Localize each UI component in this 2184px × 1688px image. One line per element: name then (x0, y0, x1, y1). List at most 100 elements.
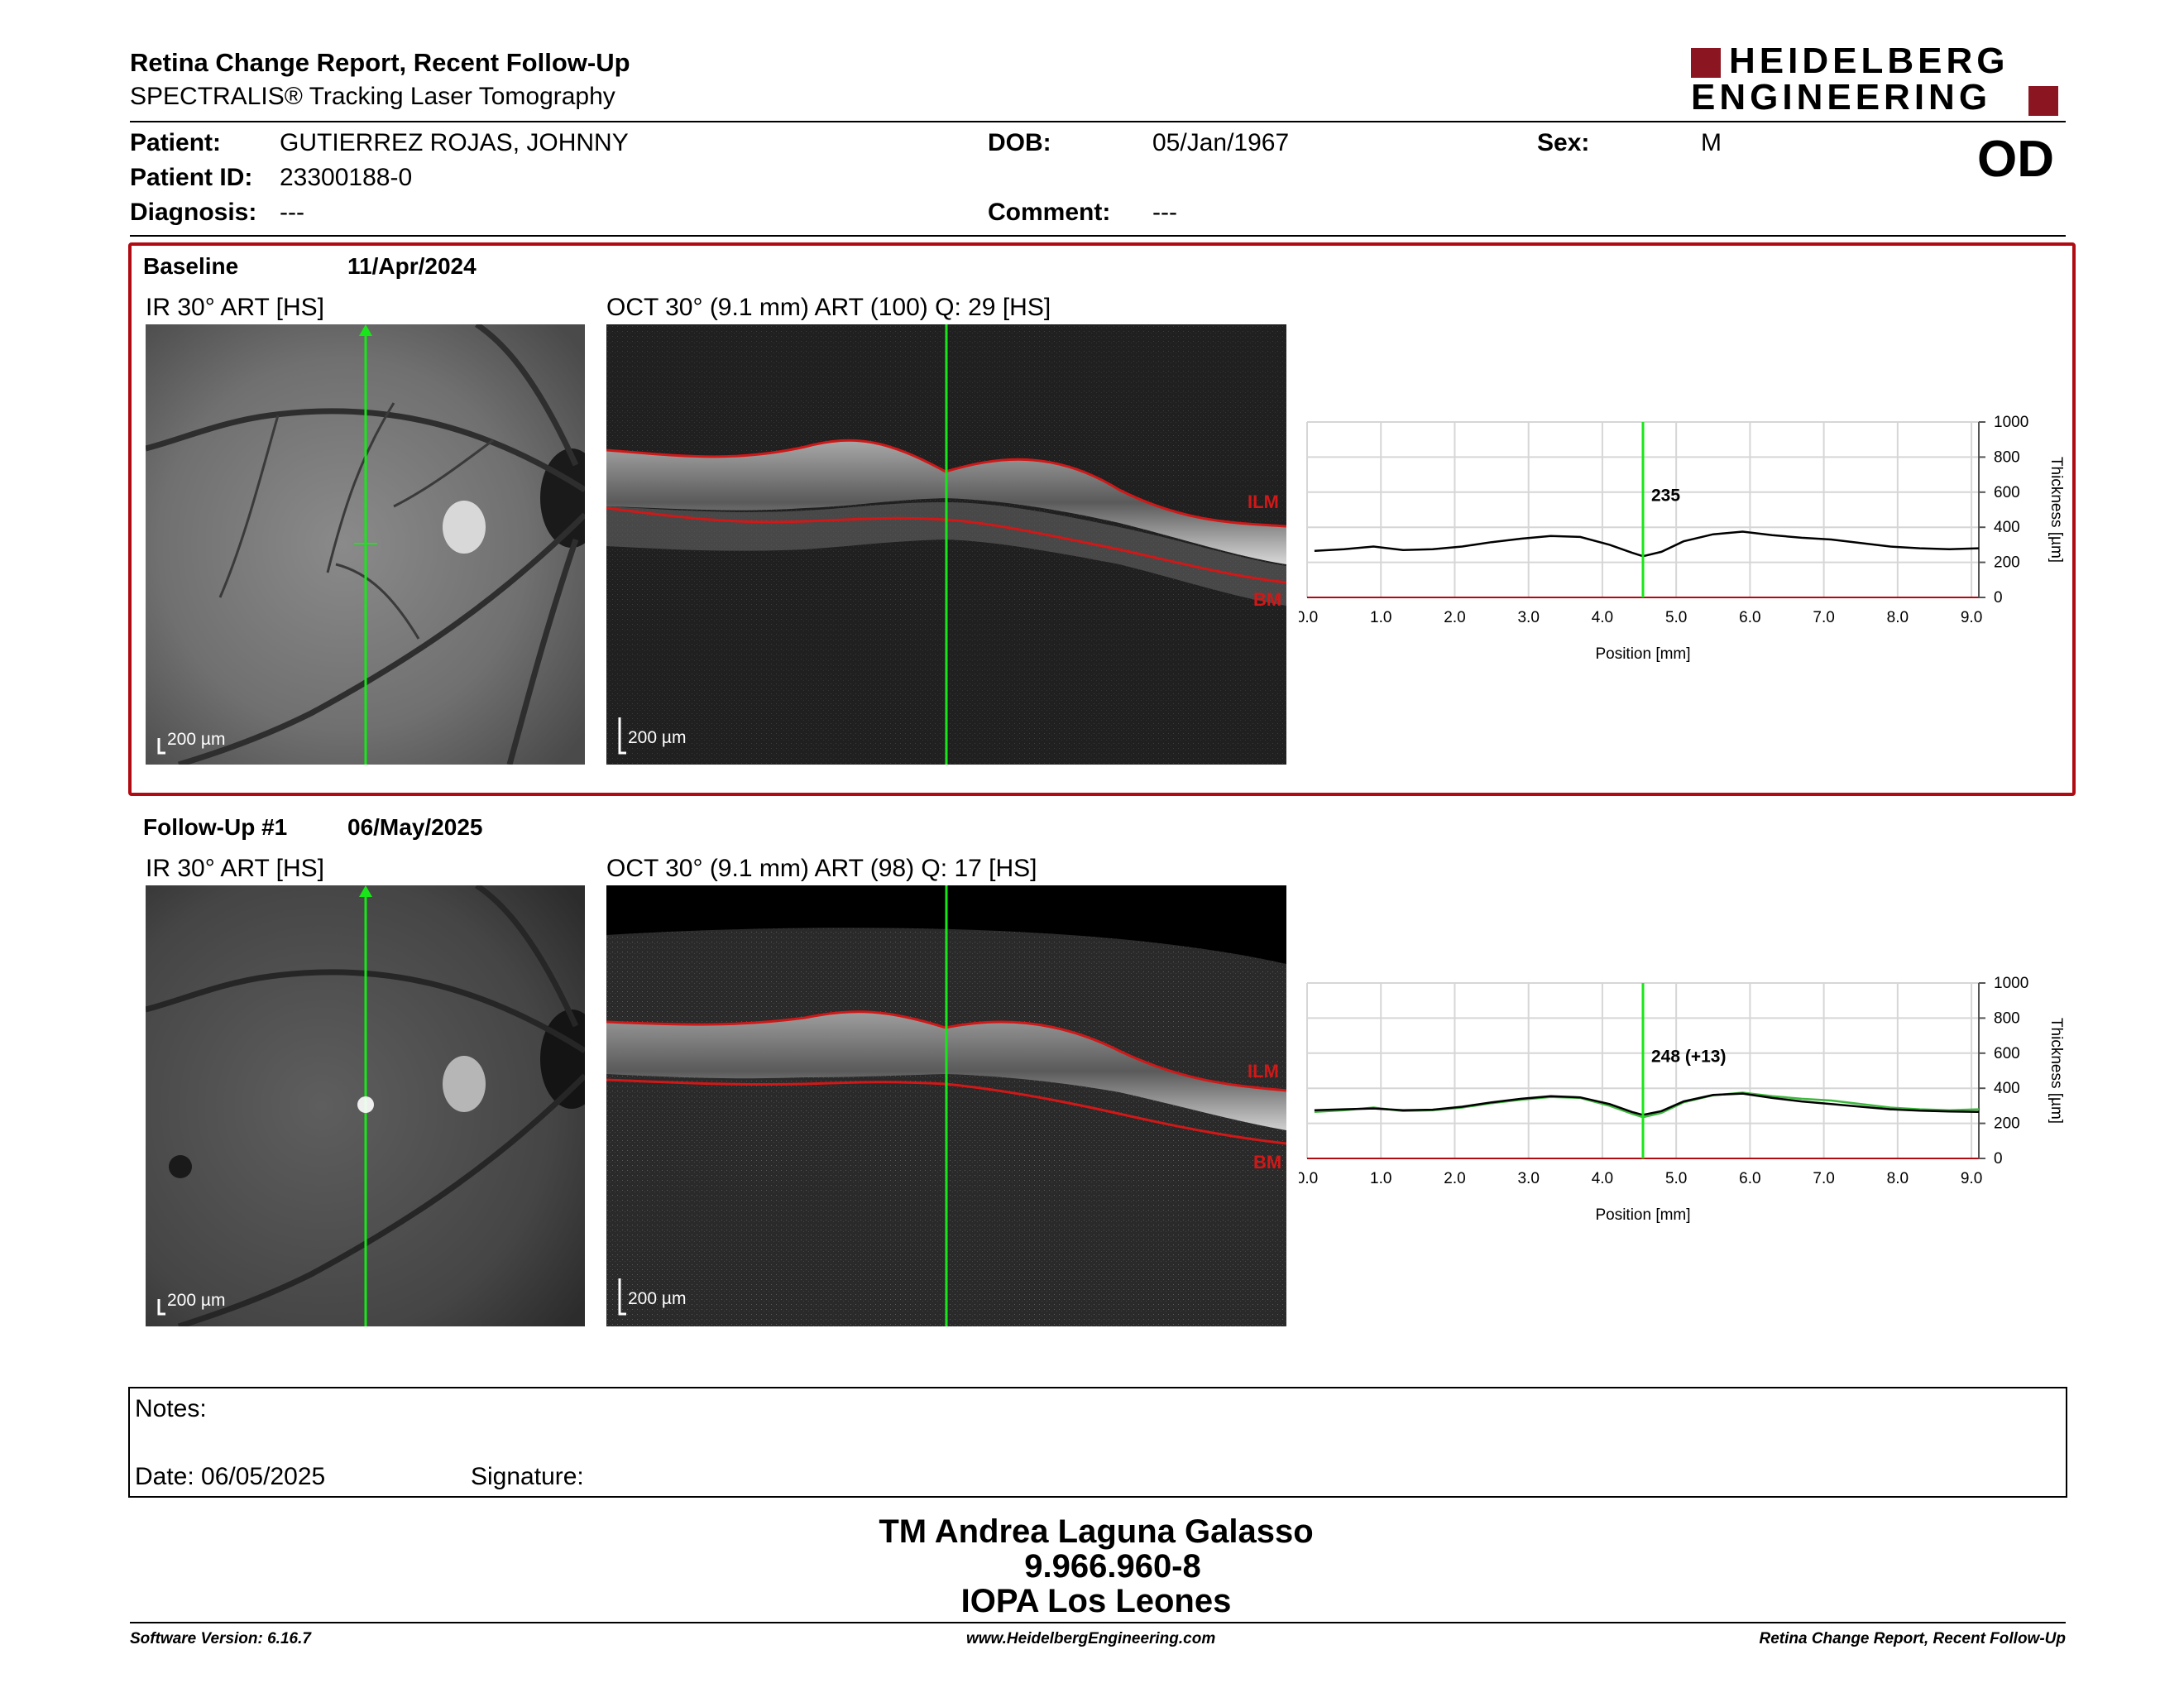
notes-label: Notes: (135, 1395, 207, 1422)
vessels (146, 885, 585, 1326)
comment-label: Comment: (988, 199, 1111, 226)
y-tick-label: 800 (1994, 1009, 2020, 1027)
baseline-ir-title: IR 30° ART [HS] (146, 294, 324, 321)
y-tick-label: 400 (1994, 1080, 2020, 1097)
scan-arrow-icon (359, 324, 372, 336)
x-tick-label: 9.0 (1961, 609, 1982, 626)
x-tick-label: 1.0 (1370, 1170, 1391, 1187)
oct-scale-bar-icon (618, 717, 626, 755)
scale-bar-icon (157, 738, 165, 755)
report-title: Retina Change Report, Recent Follow-Up (130, 48, 630, 77)
followup-ir-title: IR 30° ART [HS] (146, 855, 324, 882)
x-tick-label: 0.0 (1299, 1170, 1318, 1187)
followup-label: Follow-Up #1 (143, 814, 288, 840)
x-tick-label: 8.0 (1887, 1170, 1909, 1187)
followup-oct-image[interactable]: ILM BM 200 µm (606, 885, 1286, 1326)
y-tick-label: 800 (1994, 448, 2020, 466)
x-tick-label: 3.0 (1517, 609, 1539, 626)
followup-thickness-chart: 0.0 1.0 2.0 3.0 4.0 5.0 6.0 7.0 8.0 9.0 0 200 400 600… (1299, 975, 2065, 1224)
x-axis-title: Position [mm] (1595, 1206, 1690, 1224)
diagnosis-value: --- (280, 199, 304, 226)
sex-label: Sex: (1537, 129, 1590, 156)
baseline-ir-image[interactable]: 200 µm (146, 324, 585, 765)
x-tick-label: 5.0 (1665, 1170, 1687, 1187)
retina-layers (606, 440, 1286, 564)
y-tick-label: 200 (1994, 1115, 2020, 1133)
bright-lesion (443, 1056, 486, 1112)
y-tick-label: 1000 (1994, 414, 2028, 431)
oct-scale-bar-icon (618, 1278, 626, 1316)
diagnosis-label: Diagnosis: (130, 199, 257, 226)
software-version: Software Version: 6.16.7 (130, 1630, 311, 1647)
y-tick-label: 200 (1994, 554, 2020, 572)
sex-value: M (1701, 129, 1722, 156)
dob-label: DOB: (988, 129, 1051, 156)
signature-label: Signature: (471, 1463, 584, 1490)
patient-id-label: Patient ID: (130, 164, 253, 191)
thickness-series-line (1314, 530, 1980, 558)
baseline-oct-svg (606, 324, 1286, 765)
signatory-id: 9.966.960-8 (1024, 1548, 1201, 1585)
followup-oct-scale: 200 µm (628, 1289, 687, 1308)
notes-box[interactable] (128, 1387, 2067, 1498)
x-tick-label: 7.0 (1813, 1170, 1834, 1187)
baseline-label: Baseline (143, 253, 239, 279)
vessels (146, 324, 585, 765)
logo-square-bottom (2028, 86, 2058, 116)
bm-label: BM (1253, 589, 1282, 610)
heidelberg-logo: HEIDELBERG ENGINEERING (1691, 41, 2080, 117)
eye-indicator: OD (1977, 131, 2054, 188)
baseline-oct-scale: 200 µm (628, 728, 687, 747)
signatory-institution: IOPA Los Leones (960, 1583, 1232, 1619)
comment-value: --- (1152, 199, 1177, 226)
bright-lesion (443, 501, 486, 554)
dark-spot (169, 1155, 192, 1178)
footer-divider (130, 1622, 2066, 1623)
x-axis-title: Position [mm] (1595, 645, 1690, 663)
x-tick-label: 8.0 (1887, 609, 1909, 626)
x-tick-label: 0.0 (1299, 609, 1318, 626)
y-axis-title: Thickness [µm] (2048, 1018, 2065, 1124)
ilm-label: ILM (1248, 1061, 1279, 1081)
y-tick-label: 600 (1994, 484, 2020, 501)
followup-ir-image[interactable]: 200 µm (146, 885, 585, 1326)
logo-square-top (1691, 48, 1721, 78)
patient-divider (130, 235, 2066, 237)
x-tick-label: 9.0 (1961, 1170, 1982, 1187)
y-tick-label: 400 (1994, 519, 2020, 536)
x-tick-label: 3.0 (1517, 1170, 1539, 1187)
x-tick-label: 5.0 (1665, 609, 1687, 626)
patient-label: Patient: (130, 129, 222, 156)
thickness-readout: 235 (1651, 486, 1680, 505)
thickness-readout: 248 (+13) (1651, 1047, 1726, 1066)
baseline-thickness-chart: 0.0 1.0 2.0 3.0 4.0 5.0 6.0 7.0 8.0 9.0 0 200 400 600… (1299, 414, 2065, 663)
header-divider (130, 121, 2066, 122)
y-tick-label: 0 (1994, 1150, 2003, 1168)
x-tick-label: 7.0 (1813, 609, 1834, 626)
baseline-ir-svg (146, 324, 585, 765)
x-tick-label: 4.0 (1592, 609, 1613, 626)
bm-label: BM (1253, 1152, 1282, 1172)
logo-text-1: HEIDELBERG (1729, 41, 2009, 81)
footer-report-title: Retina Change Report, Recent Follow-Up (1759, 1630, 2066, 1647)
ilm-label: ILM (1248, 492, 1279, 512)
y-tick-label: 0 (1994, 589, 2003, 607)
website-link[interactable]: www.HeidelbergEngineering.com (966, 1630, 1216, 1647)
dob-value: 05/Jan/1967 (1152, 129, 1290, 156)
x-tick-label: 1.0 (1370, 609, 1391, 626)
report-subtitle: SPECTRALIS® Tracking Laser Tomography (130, 83, 615, 110)
baseline-ir-scale: 200 µm (167, 730, 226, 749)
baseline-oct-title: OCT 30° (9.1 mm) ART (100) Q: 29 [HS] (606, 294, 1051, 321)
followup-date: 06/May/2025 (347, 814, 483, 840)
fixation-spot-icon (357, 1096, 374, 1113)
signatory-name: TM Andrea Laguna Galasso (879, 1513, 1314, 1550)
followup-oct-svg (606, 885, 1286, 1326)
y-tick-label: 1000 (1994, 975, 2028, 992)
x-tick-label: 4.0 (1592, 1170, 1613, 1187)
baseline-panel (128, 242, 2076, 796)
patient-id-value: 23300188-0 (280, 164, 413, 191)
x-tick-label: 2.0 (1444, 609, 1465, 626)
x-tick-label: 6.0 (1739, 1170, 1760, 1187)
baseline-oct-image[interactable]: ILM BM 200 µm (606, 324, 1286, 765)
x-tick-label: 2.0 (1444, 1170, 1465, 1187)
